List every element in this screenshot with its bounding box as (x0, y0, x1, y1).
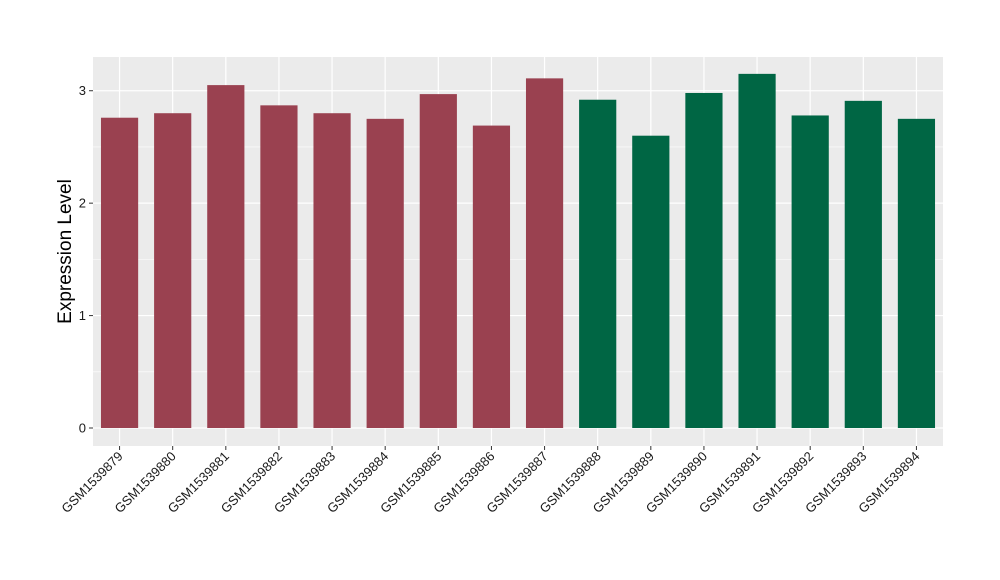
bar (685, 92, 723, 429)
x-axis: GSM1539879GSM1539880GSM1539881GSM1539882… (58, 446, 923, 516)
y-tick-label: 2 (79, 196, 86, 211)
bar (207, 85, 245, 429)
bar (897, 118, 936, 429)
y-tick-label: 0 (79, 421, 86, 436)
bar (472, 125, 511, 429)
bar (579, 99, 617, 429)
bar (632, 135, 670, 429)
bar (791, 115, 829, 429)
y-tick-label: 1 (79, 308, 86, 323)
bar (154, 113, 192, 429)
bars (100, 73, 936, 429)
bar (738, 73, 776, 429)
bar (313, 113, 351, 429)
y-axis-title: Expression Level (55, 179, 76, 324)
bar (525, 78, 564, 429)
y-axis: 0 1 2 3 (79, 83, 93, 436)
y-tick-label: 3 (79, 83, 86, 98)
bar (260, 105, 298, 429)
bar (100, 117, 139, 429)
bar (366, 118, 404, 429)
bar (844, 100, 882, 429)
bar (419, 94, 457, 429)
